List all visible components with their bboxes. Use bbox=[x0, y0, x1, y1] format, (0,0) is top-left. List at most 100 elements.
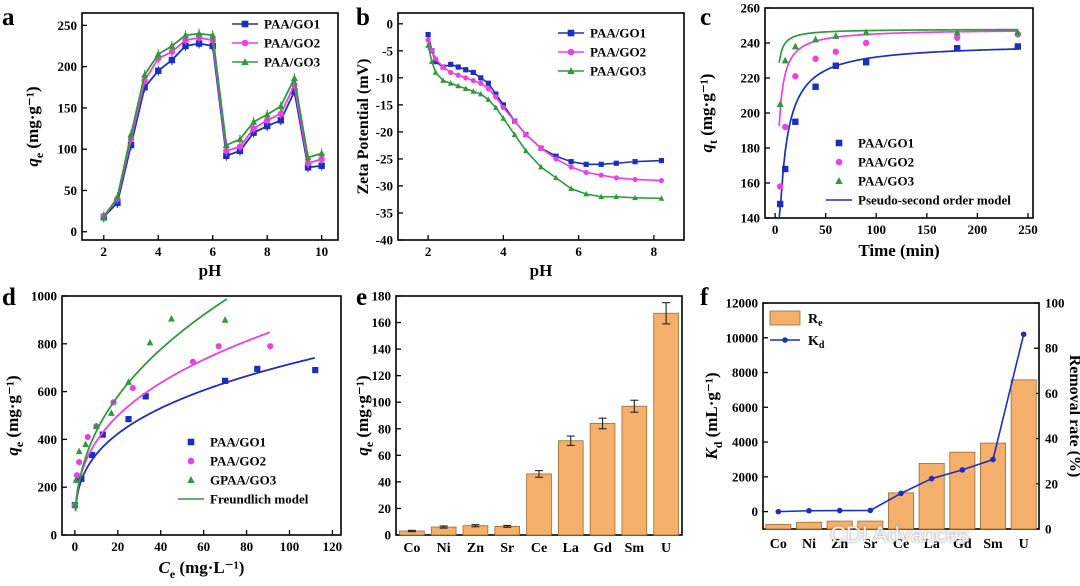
data-point bbox=[168, 314, 175, 322]
y-tick-label: -40 bbox=[376, 233, 393, 248]
x-axis-label: Time (min) bbox=[858, 241, 939, 260]
data-point bbox=[462, 85, 469, 92]
data-point bbox=[142, 393, 149, 400]
data-point bbox=[75, 447, 83, 455]
data-point bbox=[776, 100, 784, 108]
data-point bbox=[538, 163, 544, 170]
bar-Co bbox=[765, 524, 792, 530]
data-point bbox=[215, 343, 222, 350]
data-point bbox=[429, 58, 435, 64]
x-tick-label: 4 bbox=[500, 244, 507, 259]
data-point bbox=[440, 77, 447, 83]
data-point bbox=[792, 73, 799, 80]
x-tick-label: Sm bbox=[625, 541, 645, 556]
data-point bbox=[254, 365, 261, 372]
data-point bbox=[263, 122, 271, 130]
x-tick-label: 2 bbox=[101, 244, 108, 259]
data-point bbox=[862, 28, 870, 36]
data-point bbox=[440, 64, 446, 70]
x-tick-label: 100 bbox=[866, 222, 886, 237]
data-point bbox=[267, 343, 274, 350]
x-tick-label: Zn bbox=[831, 537, 848, 552]
y-right-tick-label: 60 bbox=[1045, 386, 1058, 401]
y-tick-label: 220 bbox=[741, 71, 761, 86]
legend-label-re: Re bbox=[808, 312, 823, 329]
x-tick-label: Gd bbox=[593, 541, 612, 556]
y-tick-label: -30 bbox=[376, 178, 393, 193]
data-point bbox=[250, 118, 258, 125]
x-tick-label: 50 bbox=[819, 222, 832, 237]
y-tick-label: 100 bbox=[372, 395, 392, 410]
y-axis-label: qe (mg·g⁻¹) bbox=[23, 86, 46, 166]
x-tick-label: 0 bbox=[72, 539, 79, 554]
data-point bbox=[448, 61, 454, 67]
data-point bbox=[154, 50, 162, 58]
y-tick-label: 50 bbox=[64, 183, 77, 198]
bar-U bbox=[653, 312, 679, 536]
data-point bbox=[553, 153, 559, 159]
data-point bbox=[553, 174, 559, 181]
data-point bbox=[168, 42, 176, 49]
x-tick-label: Ce bbox=[531, 541, 547, 556]
data-point bbox=[100, 213, 108, 221]
data-point bbox=[250, 125, 257, 132]
data-point bbox=[598, 193, 605, 200]
bar-La bbox=[918, 463, 945, 530]
data-point bbox=[500, 104, 506, 111]
y-tick-label: 140 bbox=[372, 342, 392, 357]
x-tick-label: 6 bbox=[575, 244, 582, 259]
y-tick-label: 80 bbox=[378, 421, 391, 436]
panel-letter-e: e bbox=[356, 284, 367, 311]
x-tick-label: 20 bbox=[111, 539, 124, 554]
data-point bbox=[168, 48, 176, 55]
data-point bbox=[318, 155, 325, 163]
data-point bbox=[493, 91, 499, 97]
data-point bbox=[447, 80, 454, 86]
y-tick-label: 160 bbox=[372, 315, 392, 330]
bar-La bbox=[557, 440, 584, 536]
kd-point bbox=[928, 475, 935, 482]
data-point bbox=[236, 143, 244, 150]
data-point bbox=[493, 94, 499, 100]
y-tick-label: 180 bbox=[741, 141, 761, 156]
panel-d: d 0 20 40 60 80 100 120 0 200 400 600 800 1000 Ce (mg·… bbox=[2, 284, 342, 581]
legend-marker bbox=[187, 476, 195, 483]
y-tick-label: 600 bbox=[38, 384, 58, 399]
panel-letter-a: a bbox=[2, 4, 15, 31]
data-point bbox=[583, 161, 589, 167]
data-point bbox=[478, 75, 484, 81]
watermark: CDI Advances bbox=[830, 522, 970, 547]
data-point bbox=[500, 102, 506, 108]
y-tick-label: -5 bbox=[382, 43, 393, 58]
data-point bbox=[470, 88, 477, 94]
data-point bbox=[127, 141, 135, 149]
x-tick-label: Gd bbox=[953, 537, 972, 552]
data-point bbox=[222, 377, 229, 384]
y-axis-label: qe (mg·g⁻¹) bbox=[3, 375, 26, 455]
plot-frame bbox=[397, 12, 685, 241]
data-point bbox=[291, 88, 298, 95]
data-point bbox=[88, 451, 96, 459]
data-point bbox=[812, 55, 819, 62]
data-point bbox=[425, 32, 431, 38]
data-point bbox=[433, 59, 439, 65]
kd-point bbox=[867, 507, 874, 514]
y-tick-label: 0 bbox=[752, 504, 759, 519]
x-axis-label: pH bbox=[530, 261, 553, 280]
data-point bbox=[221, 316, 229, 323]
data-point bbox=[632, 159, 638, 165]
data-point bbox=[598, 172, 604, 178]
y-tick-label: -15 bbox=[376, 97, 394, 112]
data-point bbox=[84, 433, 91, 441]
y-tick-label: 8000 bbox=[732, 365, 758, 380]
x-axis-label: pH bbox=[199, 261, 222, 280]
data-point bbox=[953, 45, 961, 52]
data-point bbox=[553, 156, 559, 162]
data-point bbox=[862, 39, 870, 47]
y-tick-label: 10000 bbox=[726, 330, 759, 345]
data-point bbox=[263, 117, 271, 124]
bar-Ni bbox=[796, 521, 822, 530]
data-point bbox=[209, 31, 217, 39]
fit-curve-PAA/GO2 bbox=[778, 30, 1018, 127]
